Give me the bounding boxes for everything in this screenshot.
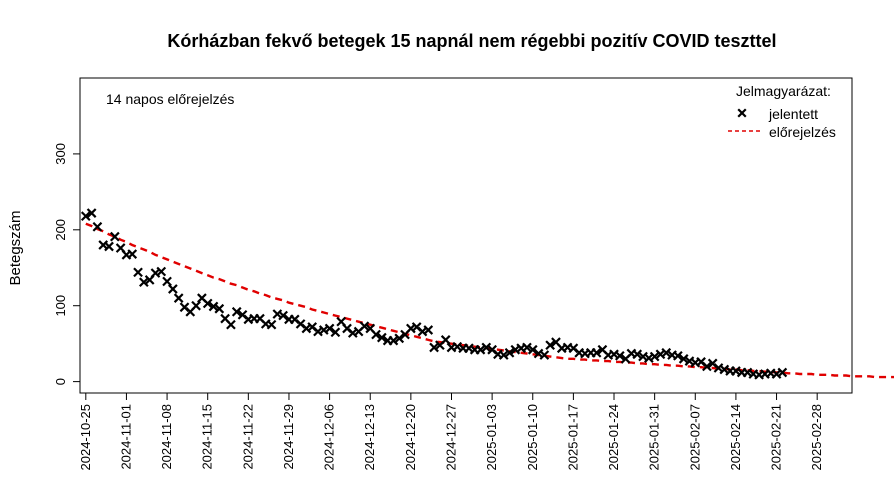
x-tick-label: 2025-01-24 xyxy=(606,404,621,471)
x-tick-label: 2024-12-13 xyxy=(362,404,377,471)
x-tick-label: 2025-01-31 xyxy=(647,404,662,471)
reported-point xyxy=(673,350,683,361)
reported-point xyxy=(614,350,625,361)
x-tick-label: 2025-02-07 xyxy=(687,404,702,471)
y-tick-label: 100 xyxy=(53,295,68,317)
reported-point xyxy=(376,332,387,343)
y-tick-label: 300 xyxy=(53,143,68,165)
x-tick-label: 2025-01-17 xyxy=(565,404,580,471)
reported-point xyxy=(231,306,242,317)
x-tick-label: 2025-02-21 xyxy=(769,404,784,471)
reported-point xyxy=(127,249,138,259)
x-tick-label: 2025-01-03 xyxy=(484,404,499,471)
reported-point xyxy=(86,208,97,218)
reported-point xyxy=(371,329,381,340)
chart-title: Kórházban fekvő betegek 15 napnál nem ré… xyxy=(167,31,776,51)
reported-point xyxy=(226,319,236,330)
reported-point xyxy=(92,221,103,232)
reported-point xyxy=(440,335,451,345)
reported-point xyxy=(423,325,434,335)
legend-title: Jelmagyarázat: xyxy=(736,83,831,99)
y-axis-label: Betegszám xyxy=(7,210,24,285)
x-tick-label: 2024-11-01 xyxy=(118,404,133,470)
forecast-series xyxy=(85,222,894,379)
reported-point xyxy=(591,347,602,358)
forecast-line xyxy=(85,222,894,379)
reported-point xyxy=(214,303,225,314)
reported-point xyxy=(394,333,405,344)
reported-point xyxy=(527,344,538,355)
x-tick-label: 2025-01-10 xyxy=(525,404,540,471)
reported-point xyxy=(330,327,341,338)
reported-point xyxy=(191,300,201,311)
reported-point xyxy=(202,298,213,309)
legend-label-reported: jelentett xyxy=(768,106,818,122)
legend-label-forecast: előrejelzés xyxy=(769,124,836,140)
reported-point xyxy=(777,367,788,378)
x-tick-label: 2024-11-22 xyxy=(240,404,255,470)
reported-point xyxy=(133,267,143,278)
reported-series xyxy=(80,208,788,380)
forecast-note: 14 napos előrejelzés xyxy=(106,91,234,107)
reported-point xyxy=(336,316,347,327)
x-tick-label: 2024-12-06 xyxy=(322,404,337,471)
y-tick-label: 0 xyxy=(53,378,68,385)
reported-point xyxy=(115,243,126,253)
x-tick-label: 2025-02-28 xyxy=(809,404,824,471)
x-tick-label: 2024-11-08 xyxy=(159,404,174,470)
reported-point xyxy=(278,310,289,321)
reported-point xyxy=(539,350,550,360)
x-tick-label: 2024-10-25 xyxy=(78,404,93,471)
reported-point xyxy=(545,340,556,351)
reported-point xyxy=(109,231,120,242)
reported-point xyxy=(266,319,277,330)
reported-point xyxy=(156,266,167,277)
y-tick-label: 200 xyxy=(53,219,68,241)
y-axis: 0 100 200 300 xyxy=(53,143,81,385)
legend: Jelmagyarázat: jelentett előrejelzés xyxy=(728,83,836,140)
x-tick-label: 2025-02-14 xyxy=(728,404,743,471)
reported-point xyxy=(168,284,178,294)
reported-point xyxy=(80,211,91,222)
reported-point xyxy=(173,293,184,303)
x-axis: 2024-10-25 2024-11-01 2024-11-08 2024-11-15… xyxy=(78,392,824,471)
x-tick-label: 2024-12-27 xyxy=(443,404,458,471)
x-tick-label: 2024-11-29 xyxy=(281,404,296,470)
reported-point xyxy=(702,361,712,372)
reported-point xyxy=(324,323,335,334)
reported-point xyxy=(104,241,114,252)
reported-point xyxy=(504,347,515,358)
x-tick-label: 2024-12-20 xyxy=(403,404,418,471)
reported-point xyxy=(162,276,172,287)
x-tick-label: 2024-11-15 xyxy=(200,404,215,470)
legend-marker-reported xyxy=(737,108,747,118)
reported-point xyxy=(144,275,155,285)
